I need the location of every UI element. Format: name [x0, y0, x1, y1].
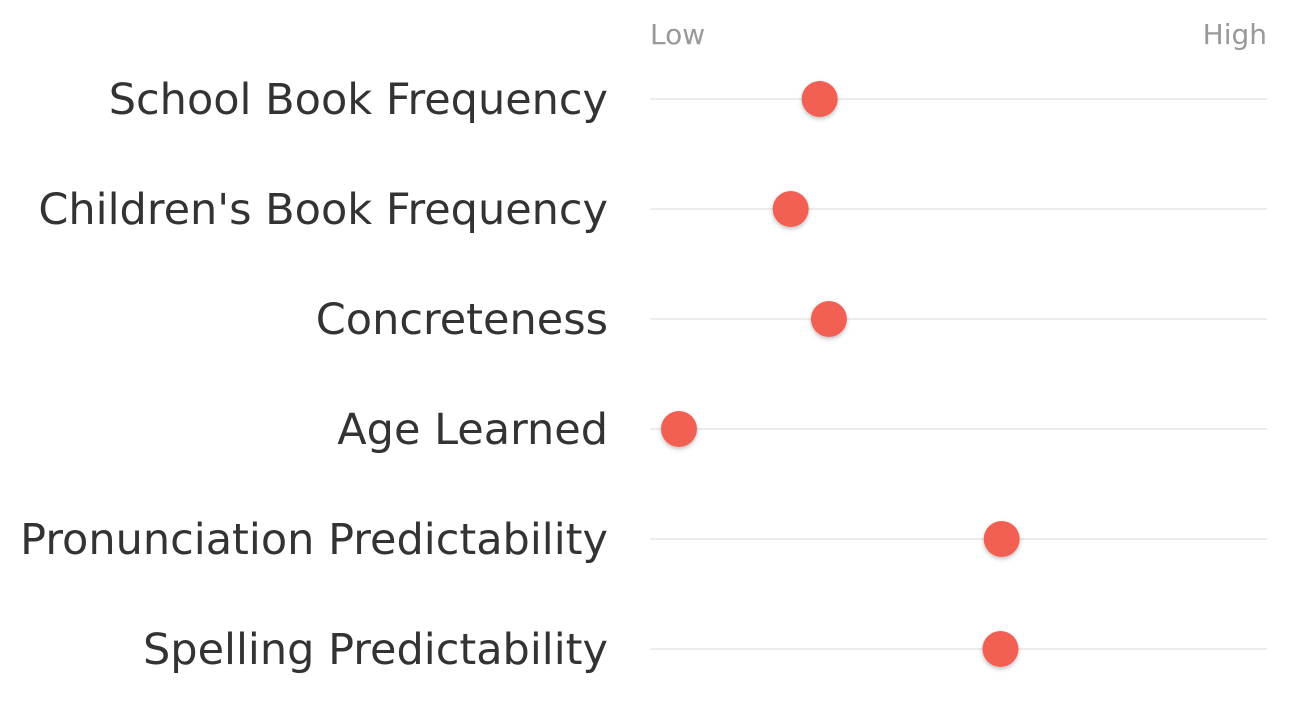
- data-point: [772, 191, 809, 227]
- data-point: [982, 631, 1019, 667]
- points-layer: [660, 81, 1020, 667]
- row-label: Pronunciation Predictability: [20, 515, 608, 565]
- rows-group: School Book Frequency Children's Book Fre…: [20, 75, 1267, 675]
- data-point: [801, 81, 838, 117]
- row-label: Age Learned: [337, 405, 608, 455]
- data-point: [660, 411, 697, 447]
- scale-high-label: High: [1203, 18, 1267, 51]
- scale-low-label: Low: [650, 18, 705, 51]
- data-point: [810, 301, 847, 337]
- row-label: School Book Frequency: [109, 75, 608, 125]
- row-label: Spelling Predictability: [143, 625, 608, 675]
- labels-layer: School Book Frequency Children's Book Fre…: [20, 75, 608, 675]
- row-label: Concreteness: [316, 295, 608, 345]
- tracks-layer: [650, 98, 1267, 650]
- row-label: Children's Book Frequency: [38, 185, 608, 235]
- data-point: [983, 521, 1020, 557]
